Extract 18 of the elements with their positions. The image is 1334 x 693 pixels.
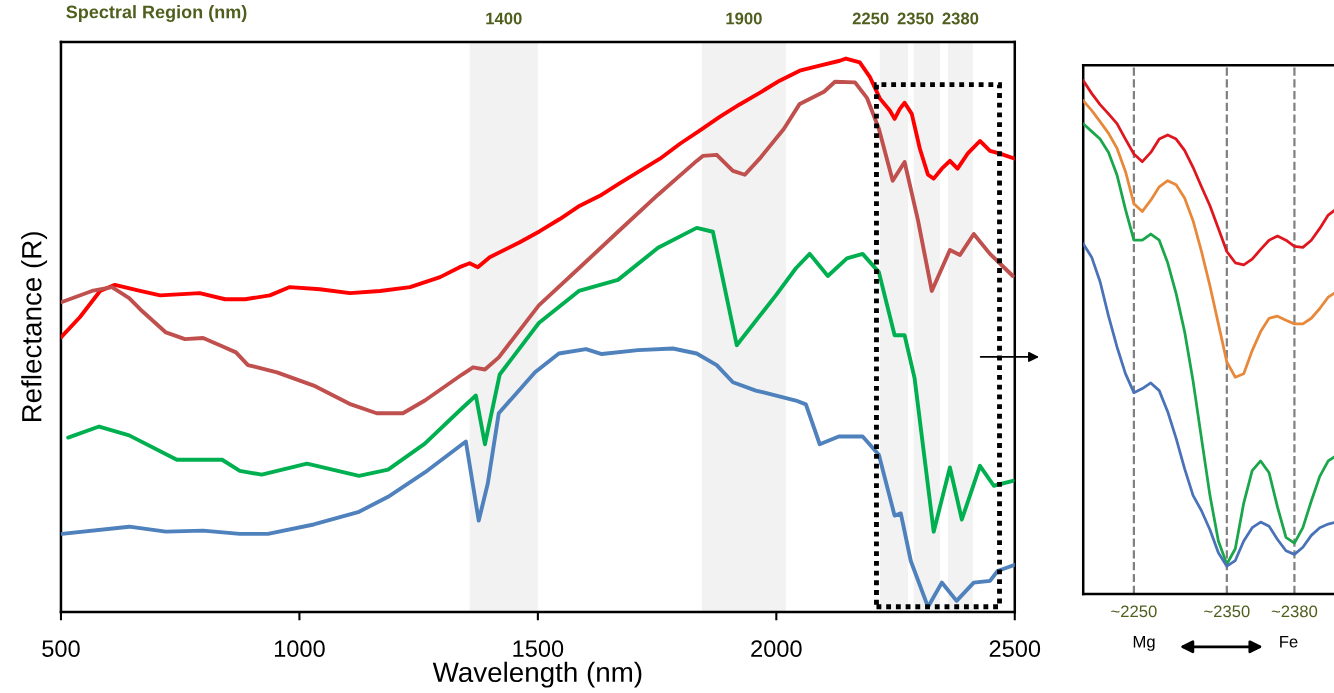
band-label: 1400 [486,12,522,25]
band-label: 2350 [897,12,934,25]
x-tick-label: 500 [42,640,80,658]
x-tick-label: 1500 [513,640,564,658]
x-tick-label: 2000 [751,640,802,658]
text: Spectral Region (nm) [66,5,247,22]
text: Mg [1133,635,1155,651]
x-tick-label: ~2250 [1111,605,1157,618]
x-tick-label: ~2350 [1204,605,1250,618]
x-tick-label: 2500 [989,640,1041,658]
x-tick-label: ~2380 [1271,605,1318,618]
x-axis-title: Wavelength (nm) [432,661,642,688]
band-label: 1900 [726,12,762,25]
text: Fe [1280,635,1298,648]
y-axis-title: Reflectance (R) [21,232,48,422]
band-label: 2380 [942,12,979,25]
x-tick-label: 1000 [274,640,325,658]
band-label: 2250 [852,12,889,25]
